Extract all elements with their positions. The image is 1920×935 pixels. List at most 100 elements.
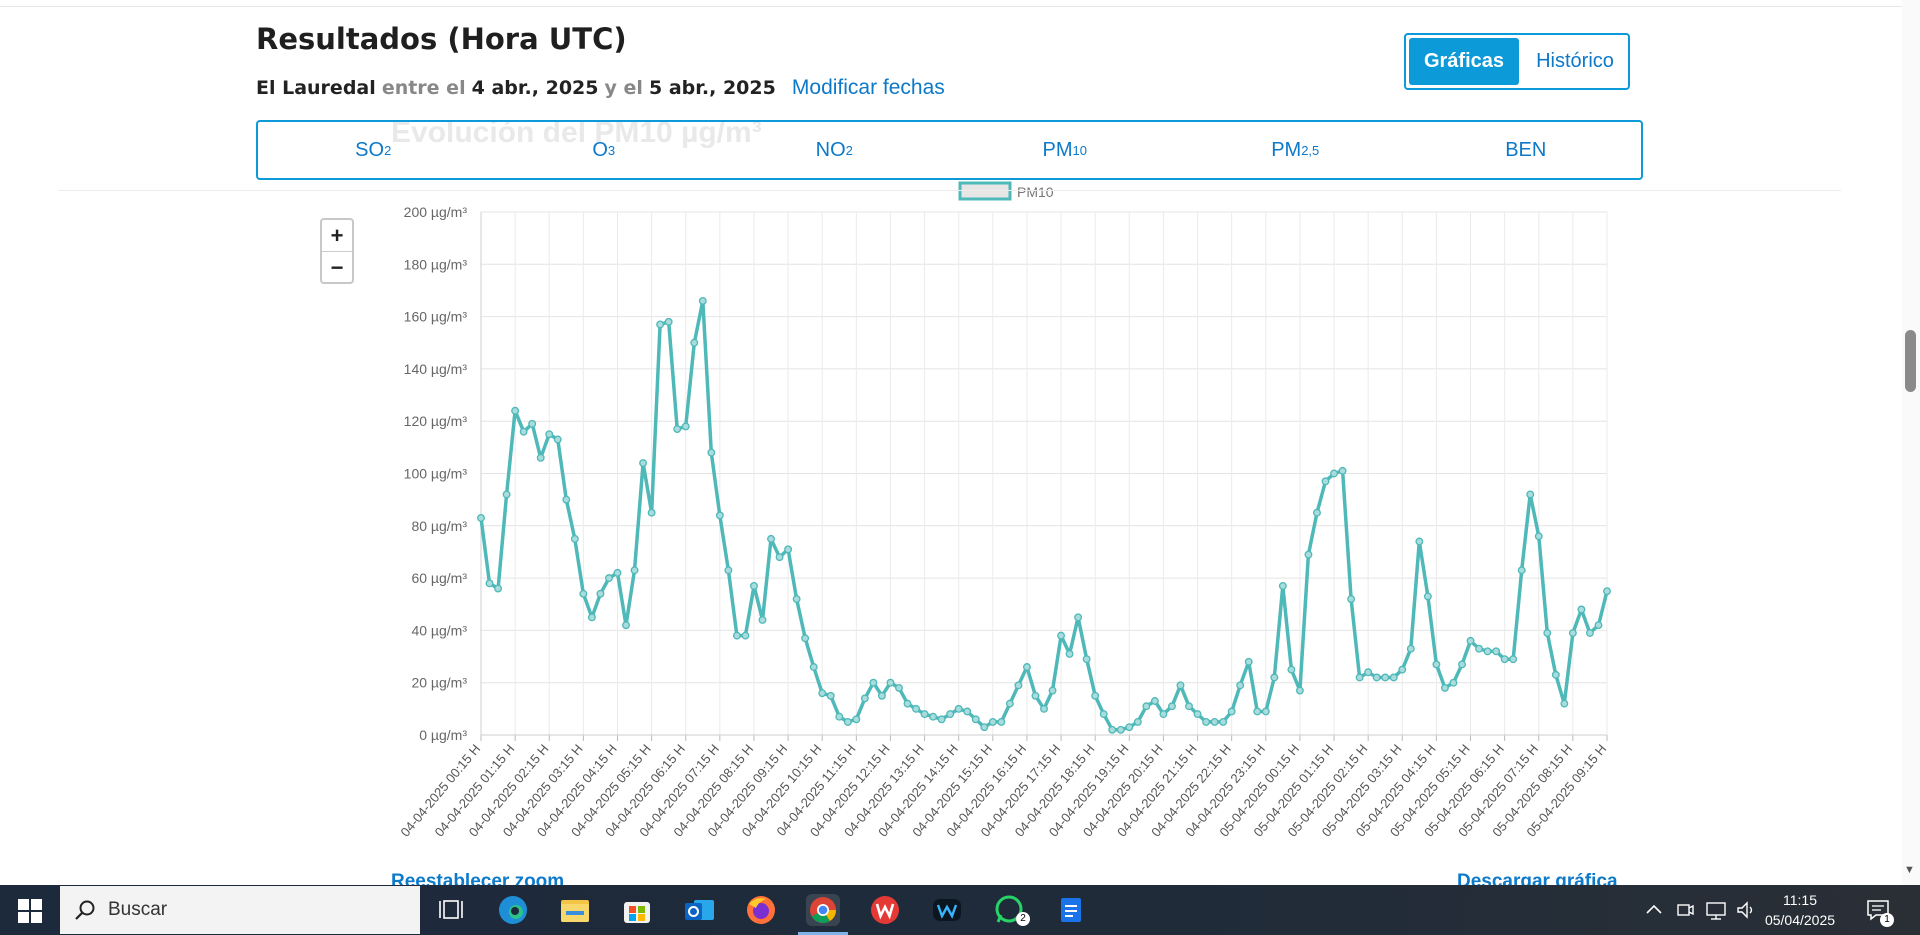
data-point — [1603, 587, 1611, 596]
data-point — [1210, 717, 1219, 726]
data-point — [929, 712, 938, 721]
data-point — [1082, 655, 1091, 664]
data-point — [1278, 581, 1287, 590]
y-tick-label: 120 µg/m³ — [404, 413, 468, 429]
history-view-button[interactable]: Histórico — [1536, 50, 1614, 72]
tab-no2[interactable]: NO 2 — [815, 138, 853, 161]
tab-pm25[interactable]: PM 2,5 — [1271, 138, 1320, 161]
data-point — [553, 435, 562, 444]
scrollbar-track[interactable] — [1902, 0, 1920, 885]
firefox-icon[interactable] — [744, 894, 778, 926]
notifications-icon[interactable] — [1866, 899, 1890, 921]
data-point — [1202, 717, 1211, 726]
search-label: Buscar — [108, 899, 168, 920]
data-point — [596, 589, 605, 598]
y-tick-label: 200 µg/m³ — [404, 204, 468, 220]
data-point — [1099, 710, 1108, 719]
edge-icon[interactable] — [496, 894, 530, 926]
data-point — [920, 710, 929, 719]
data-point — [1449, 678, 1458, 687]
data-point — [988, 717, 997, 726]
tab-pm10[interactable]: PM 10 — [1042, 138, 1087, 161]
data-point — [1176, 681, 1185, 690]
modify-dates-link[interactable]: Modificar fechas — [791, 76, 945, 99]
scrollbar-thumb[interactable] — [1905, 330, 1916, 392]
data-point — [545, 430, 554, 439]
data-point — [656, 320, 665, 329]
data-point — [852, 715, 861, 724]
data-point — [1415, 537, 1424, 546]
data-point — [1168, 702, 1176, 711]
data-point — [587, 613, 596, 622]
data-point — [1364, 668, 1373, 677]
data-point — [775, 553, 784, 562]
data-point — [1585, 629, 1594, 637]
tab-so2[interactable]: SO 2 — [355, 138, 392, 161]
data-point — [1398, 665, 1407, 674]
data-point — [647, 508, 656, 517]
volume-icon[interactable] — [1735, 900, 1757, 920]
data-point — [1321, 477, 1330, 486]
data-point — [1568, 629, 1577, 637]
y-tick-label: 20 µg/m³ — [411, 675, 467, 691]
data-point — [1125, 723, 1134, 732]
taskbar-search[interactable]: Buscar — [60, 886, 420, 934]
windows-start-icon[interactable] — [18, 899, 42, 923]
outlook-icon[interactable] — [682, 894, 716, 926]
data-point — [570, 534, 579, 543]
data-point — [605, 574, 613, 583]
data-point — [1031, 691, 1040, 700]
scroll-down-arrow[interactable]: ▼ — [1904, 864, 1915, 876]
between-word: entre el — [381, 77, 466, 99]
data-point — [826, 691, 835, 700]
data-point — [895, 683, 903, 692]
zoom-control: + − — [320, 218, 354, 284]
data-point — [1005, 699, 1014, 708]
data-point — [792, 595, 801, 603]
taskbar: Buscar 2 11:15 05/04/2025 1 — [0, 885, 1920, 935]
data-point — [1295, 686, 1304, 695]
file-explorer-icon[interactable] — [558, 894, 592, 926]
whatsapp-icon[interactable] — [992, 894, 1026, 926]
station-name: El Lauredal — [256, 77, 376, 99]
results-header: Resultados (Hora UTC) El Lauredal entre … — [256, 22, 945, 99]
microsoft-store-icon[interactable] — [620, 894, 654, 926]
network-icon[interactable] — [1705, 900, 1727, 920]
webex-icon[interactable] — [930, 894, 964, 926]
date-from: 4 abr., 2025 — [471, 77, 599, 99]
data-point — [971, 715, 980, 724]
chrome-icon[interactable] — [798, 894, 848, 935]
view-toggle: Gráficas Histórico — [1404, 33, 1630, 90]
taskbar-clock[interactable]: 11:15 05/04/2025 — [1762, 890, 1838, 930]
y-tick-label: 0 µg/m³ — [419, 727, 467, 743]
data-point — [860, 694, 869, 703]
data-point — [843, 717, 852, 726]
document-app-icon[interactable] — [1054, 894, 1088, 926]
section-divider — [58, 190, 1841, 191]
data-point — [1253, 707, 1262, 716]
y-tick-label: 140 µg/m³ — [404, 361, 468, 377]
data-point — [954, 704, 963, 713]
chevron-up-icon[interactable] — [1645, 902, 1663, 916]
data-point — [1244, 657, 1253, 666]
data-point — [1458, 660, 1466, 669]
charts-view-button[interactable]: Gráficas — [1409, 38, 1519, 85]
data-point — [767, 534, 775, 543]
data-point — [1526, 490, 1535, 499]
meet-icon[interactable] — [1675, 900, 1695, 920]
data-point — [937, 715, 946, 724]
data-point — [639, 459, 648, 467]
wps-office-icon[interactable] — [868, 894, 902, 926]
data-point — [912, 704, 920, 713]
zoom-in-button[interactable]: + — [322, 220, 352, 252]
data-point — [963, 707, 972, 716]
zoom-out-button[interactable]: − — [330, 254, 344, 280]
data-point — [613, 568, 622, 577]
data-point — [784, 545, 793, 554]
data-point — [886, 678, 895, 687]
data-point — [1014, 681, 1023, 690]
tab-ben[interactable]: BEN — [1505, 138, 1547, 161]
task-view-icon[interactable] — [434, 894, 468, 926]
